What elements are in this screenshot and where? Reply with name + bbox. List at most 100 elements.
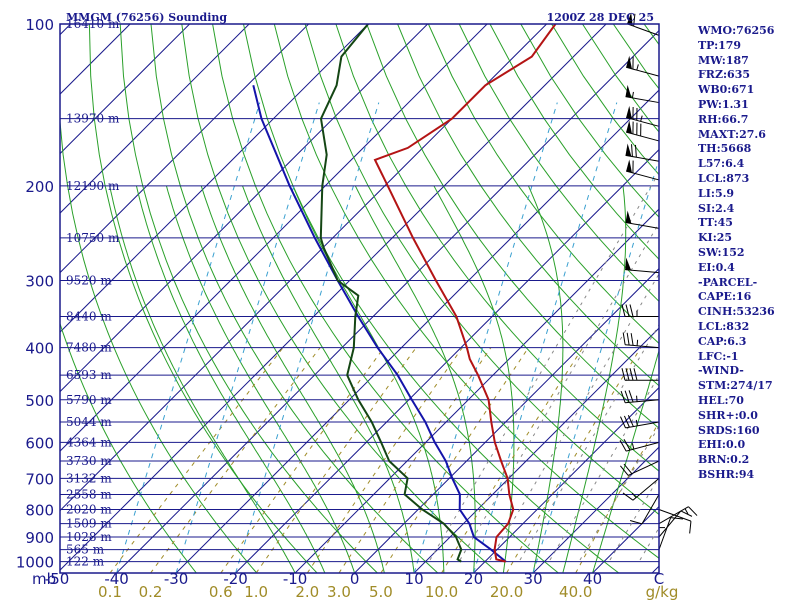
temperature-tick-label: 0	[350, 570, 360, 588]
dry-adiabat-line	[366, 24, 659, 429]
index-value: -WIND-	[698, 364, 744, 378]
isotherm-line	[116, 29, 659, 573]
pressure-tick-label: 100	[25, 16, 54, 34]
moist-adiabat-line	[562, 185, 627, 573]
temperature-tick-label: -50	[45, 570, 70, 588]
dry-adiabat-line	[458, 24, 659, 302]
wind-barb	[658, 517, 683, 550]
moist-adiabat-line	[592, 349, 659, 573]
height-label: 5044 m	[66, 415, 112, 429]
pressure-tick-label: 900	[25, 529, 54, 547]
index-value: SI:2.4	[698, 201, 735, 215]
dry-adiabat-line	[335, 24, 659, 472]
dry-adiabat-line	[304, 24, 659, 516]
height-label: 3132 m	[66, 471, 112, 485]
index-value: FRZ:635	[698, 68, 751, 82]
temperature-tick-label: -30	[164, 570, 189, 588]
index-value: HEL:70	[698, 393, 744, 407]
wind-barb	[619, 439, 660, 452]
temperature-tick-label: 40	[583, 570, 602, 588]
height-label: 8440 m	[66, 309, 112, 323]
isotherm-line	[235, 148, 659, 573]
height-label: 1509 m	[66, 517, 112, 531]
mixing-ratio-tick-label: 40.0	[559, 583, 592, 600]
index-value: WB0:671	[698, 83, 755, 97]
index-value: BSHR:94	[698, 467, 755, 481]
moist-adiabat-line	[527, 185, 564, 573]
isotherm-line	[175, 89, 659, 573]
height-label: 5790 m	[66, 393, 112, 407]
dry-adiabat-grid	[60, 24, 659, 573]
plot-frame	[59, 23, 660, 574]
temperature-trace	[373, 24, 557, 563]
wind-barb	[622, 477, 660, 501]
dry-adiabat-line	[212, 24, 559, 573]
pressure-tick-label: 600	[25, 434, 54, 452]
height-label: 4364 m	[66, 435, 112, 449]
isotherm-line	[60, 24, 190, 155]
isobar-grid	[60, 23, 659, 563]
index-value: CAP:6.3	[698, 334, 747, 348]
moist-adiabat-line	[354, 185, 476, 573]
height-label: 12190 m	[66, 179, 120, 193]
wind-barb	[621, 368, 659, 381]
dewpoint-trace	[319, 24, 463, 563]
valid-time: 1200Z 28 DEC 25	[547, 11, 654, 24]
temperature-tick-label: -40	[104, 570, 129, 588]
dry-adiabat-line	[60, 114, 258, 573]
mixing-ratio-line	[220, 347, 385, 573]
index-value: SHR+:0.0	[698, 408, 758, 422]
isotherm-line	[413, 327, 659, 573]
pressure-labels: 100 200 300 400 500 600 700 800 900 1000	[16, 16, 54, 572]
index-value: EHI:0.0	[698, 438, 746, 452]
moist-adiabat-line	[109, 185, 296, 573]
mixing-ratio-tick-label: g/kg	[646, 583, 679, 600]
wind-barb	[620, 460, 660, 476]
dry-adiabat-line	[181, 24, 499, 573]
temperature-tick-label: -10	[283, 570, 308, 588]
wind-barb	[658, 506, 698, 525]
index-value: LFC:-1	[698, 349, 739, 363]
height-label: 1028 m	[66, 530, 112, 544]
mixing-ratio-tick-label: 0.2	[139, 583, 163, 600]
isotherm-line	[60, 24, 369, 333]
mixing-ratio-grid	[109, 347, 659, 573]
dry-adiabat-line	[273, 24, 659, 559]
index-value: CINH:53236	[698, 305, 775, 319]
index-value: MW:187	[698, 53, 749, 67]
isotherm-line	[60, 24, 488, 452]
height-label: 122 m	[66, 555, 105, 569]
index-value: L57:6.4	[698, 157, 745, 171]
wind-barb	[626, 120, 660, 142]
wind-barb	[625, 257, 660, 274]
index-value: KI:25	[698, 231, 733, 245]
height-label: 565 m	[66, 543, 105, 557]
isotherm-line	[60, 24, 428, 393]
index-value: EI:0.4	[698, 260, 735, 274]
height-labels: 16410 m 13970 m 12190 m 10750 m 9520 m 8440 m…	[66, 17, 120, 569]
height-label: 2558 m	[66, 487, 112, 501]
index-value: RH:66.7	[698, 112, 749, 126]
height-label: 16410 m	[66, 17, 120, 31]
station-title: MMGM (76256) Sounding	[66, 11, 227, 24]
index-value: STM:274/17	[698, 379, 773, 393]
mixing-ratio-line	[306, 347, 463, 573]
height-label: 13970 m	[66, 112, 120, 126]
temperature-tick-label: C	[654, 570, 664, 588]
mixing-ratio-tick-label: 1.0	[244, 583, 268, 600]
mixing-ratio-tick-label: 5.0	[369, 583, 393, 600]
mixing-ratio-tick-label: 2.0	[295, 583, 319, 600]
isotherm-line	[60, 24, 309, 274]
index-value: CAPE:16	[698, 290, 752, 304]
dry-adiabat-line	[119, 24, 378, 573]
pressure-unit-label: mb	[32, 570, 56, 588]
index-value: LCL:873	[698, 171, 750, 185]
mixing-ratio-line	[109, 347, 284, 573]
index-value: SRDS:160	[698, 423, 760, 437]
isotherm-line	[60, 24, 607, 571]
isotherm-line	[60, 24, 250, 214]
pressure-tick-label: 800	[25, 502, 54, 520]
height-label: 7480 m	[66, 341, 112, 355]
mixing-ratio-tick-label: 10.0	[425, 583, 458, 600]
